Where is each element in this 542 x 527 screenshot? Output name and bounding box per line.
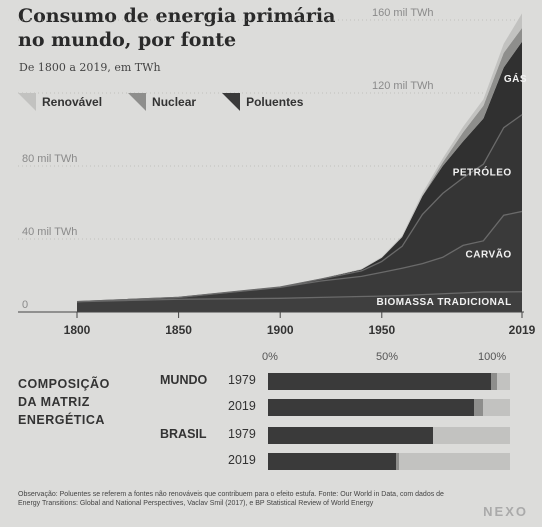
- legend-label-poluentes: Poluentes: [246, 95, 303, 109]
- segment-renovavel: [483, 399, 510, 416]
- segment-renovavel: [433, 427, 510, 444]
- legend-label-nuclear: Nuclear: [152, 95, 196, 109]
- y-tick-label: 120 mil TWh: [372, 80, 434, 92]
- row-year: 2019: [228, 399, 256, 413]
- legend: Renovável Nuclear Poluentes: [18, 93, 303, 111]
- y-tick-label: 80 mil TWh: [22, 153, 77, 165]
- segment-poluentes: [268, 427, 433, 444]
- legend-item-renovavel: Renovável: [18, 93, 102, 111]
- y-tick-label: 160 mil TWh: [372, 7, 434, 19]
- y-tick-label: 40 mil TWh: [22, 226, 77, 238]
- composition-bar: [268, 373, 510, 390]
- y-tick-label: 0: [22, 299, 28, 311]
- percent-tick-50: 50%: [376, 351, 398, 363]
- series-label: CARVÃO: [466, 248, 512, 261]
- brand-logo-text: NEXO: [483, 504, 528, 519]
- composition-title-line: DA MATRIZ: [18, 393, 148, 411]
- row-year: 2019: [228, 453, 256, 467]
- segment-poluentes: [268, 453, 396, 470]
- segment-renovavel: [399, 453, 510, 470]
- composition-bar: [268, 427, 510, 444]
- composition-bar: [268, 453, 510, 470]
- segment-poluentes: [268, 373, 491, 390]
- x-tick-label: 1950: [368, 323, 395, 337]
- segment-nuclear: [474, 399, 484, 416]
- stacked-area-chart: 0 40 mil TWh 80 mil TWh 120 mil TWh 160 mil …: [0, 0, 542, 345]
- row-year: 1979: [228, 373, 256, 387]
- composition-bar: [268, 399, 510, 416]
- x-tick-label: 1900: [267, 323, 294, 337]
- legend-swatch-renovavel: [18, 93, 36, 111]
- series-label: GÁS: [504, 72, 527, 85]
- legend-swatch-poluentes: [222, 93, 240, 111]
- composition-title: COMPOSIÇÃO DA MATRIZ ENERGÉTICA: [18, 375, 148, 429]
- series-label: BIOMASSA TRADICIONAL: [377, 297, 512, 308]
- legend-item-poluentes: Poluentes: [222, 93, 303, 111]
- x-tick-label: 2019: [509, 323, 536, 337]
- series-label: PETRÓLEO: [453, 165, 512, 178]
- legend-swatch-nuclear: [128, 93, 146, 111]
- footnote: Observação: Poluentes se referem a fonte…: [18, 490, 448, 508]
- legend-item-nuclear: Nuclear: [128, 93, 196, 111]
- row-year: 1979: [228, 427, 256, 441]
- percent-tick-0: 0%: [262, 351, 278, 363]
- legend-label-renovavel: Renovável: [42, 95, 102, 109]
- x-tick-label: 1800: [64, 323, 91, 337]
- percent-tick-100: 100%: [478, 351, 506, 363]
- composition-title-line: ENERGÉTICA: [18, 411, 148, 429]
- row-country-brasil: BRASIL: [160, 427, 207, 441]
- x-tick-label: 1850: [165, 323, 192, 337]
- segment-poluentes: [268, 399, 474, 416]
- composition-title-line: COMPOSIÇÃO: [18, 375, 148, 393]
- row-country-mundo: MUNDO: [160, 373, 207, 387]
- segment-renovavel: [497, 373, 510, 390]
